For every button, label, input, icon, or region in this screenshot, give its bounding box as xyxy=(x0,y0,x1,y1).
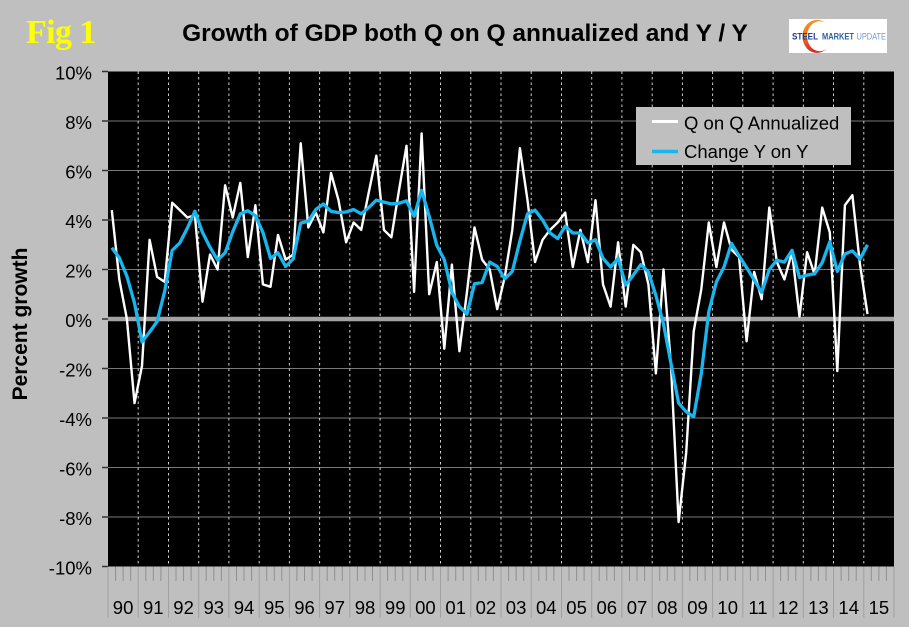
svg-text:06: 06 xyxy=(597,597,618,618)
svg-text:Fig 1: Fig 1 xyxy=(26,14,96,51)
svg-text:Growth of GDP both Q on Q annu: Growth of GDP both Q on Q annualized and… xyxy=(182,20,748,47)
svg-text:0%: 0% xyxy=(65,310,92,331)
svg-text:Change Y on Y: Change Y on Y xyxy=(684,141,808,162)
svg-text:11: 11 xyxy=(748,597,767,618)
svg-text:2%: 2% xyxy=(65,261,92,282)
svg-text:92: 92 xyxy=(173,597,194,618)
svg-text:96: 96 xyxy=(294,597,315,618)
svg-text:UPDATE: UPDATE xyxy=(857,32,887,43)
svg-text:98: 98 xyxy=(355,597,376,618)
svg-text:95: 95 xyxy=(264,597,285,618)
svg-text:MARKET: MARKET xyxy=(822,32,854,43)
svg-text:Q on Q Annualized: Q on Q Annualized xyxy=(684,113,839,134)
svg-text:97: 97 xyxy=(324,597,345,618)
svg-text:-4%: -4% xyxy=(59,409,92,430)
svg-text:14: 14 xyxy=(838,597,859,618)
svg-text:8%: 8% xyxy=(65,112,92,133)
svg-text:-6%: -6% xyxy=(59,459,92,480)
svg-text:08: 08 xyxy=(657,597,678,618)
svg-text:05: 05 xyxy=(566,597,587,618)
svg-text:10: 10 xyxy=(717,597,738,618)
svg-text:13: 13 xyxy=(808,597,829,618)
svg-text:15: 15 xyxy=(869,597,890,618)
svg-text:90: 90 xyxy=(113,597,134,618)
svg-text:09: 09 xyxy=(687,597,708,618)
svg-text:Percent growth: Percent growth xyxy=(9,248,32,401)
svg-text:94: 94 xyxy=(234,597,255,618)
svg-text:00: 00 xyxy=(415,597,436,618)
svg-text:-10%: -10% xyxy=(49,558,92,579)
svg-text:01: 01 xyxy=(445,597,466,618)
svg-text:4%: 4% xyxy=(65,211,92,232)
svg-text:07: 07 xyxy=(627,597,648,618)
svg-text:99: 99 xyxy=(385,597,406,618)
svg-text:-2%: -2% xyxy=(59,360,92,381)
svg-text:STEEL: STEEL xyxy=(792,32,818,43)
svg-text:10%: 10% xyxy=(55,63,92,84)
svg-text:02: 02 xyxy=(476,597,497,618)
svg-text:04: 04 xyxy=(536,597,557,618)
svg-text:-8%: -8% xyxy=(59,508,92,529)
svg-text:03: 03 xyxy=(506,597,527,618)
svg-text:91: 91 xyxy=(143,597,164,618)
svg-text:6%: 6% xyxy=(65,162,92,183)
svg-text:12: 12 xyxy=(778,597,799,618)
svg-text:93: 93 xyxy=(204,597,225,618)
